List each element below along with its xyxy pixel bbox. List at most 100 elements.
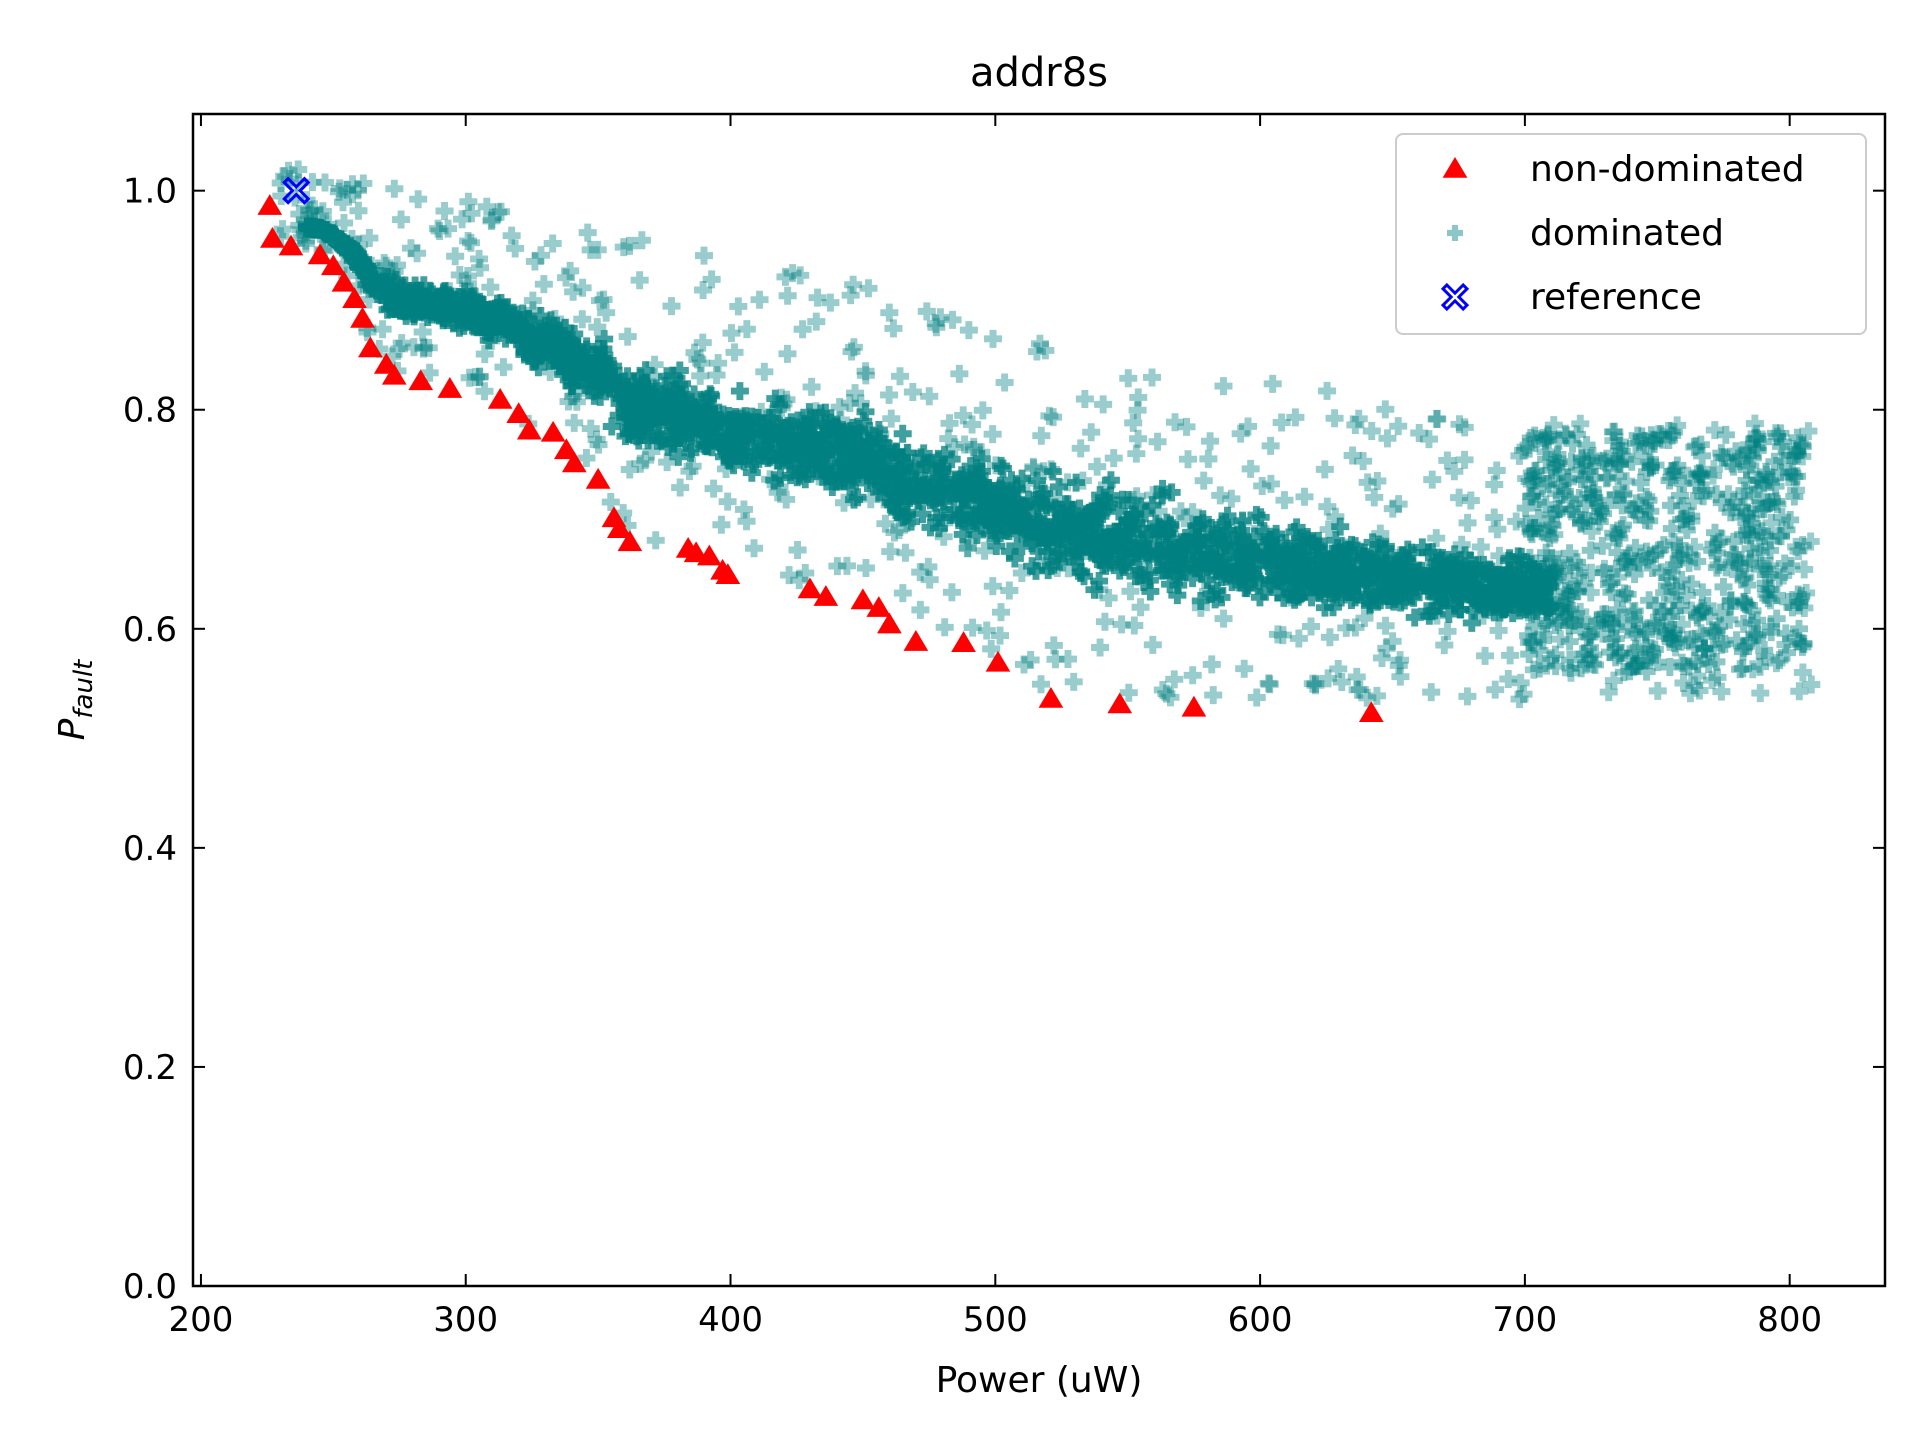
dominated-point xyxy=(1278,550,1297,569)
dominated-point xyxy=(665,401,684,420)
dominated-point xyxy=(1104,449,1123,468)
dominated-point xyxy=(1250,588,1269,607)
dominated-point xyxy=(1287,518,1306,537)
dominated-point xyxy=(1377,583,1396,602)
dominated-point xyxy=(1173,554,1192,573)
dominated-point xyxy=(597,303,616,322)
dominated-point xyxy=(1009,514,1028,533)
dominated-point xyxy=(1721,503,1740,522)
dominated-point xyxy=(1767,609,1786,628)
dominated-point xyxy=(1425,557,1444,576)
dominated-point xyxy=(1183,569,1202,588)
dominated-point xyxy=(790,571,809,590)
dominated-point xyxy=(838,422,857,441)
dominated-point xyxy=(1042,551,1061,570)
dominated-point xyxy=(963,511,982,530)
dominated-point xyxy=(371,267,390,286)
dominated-point xyxy=(458,267,477,286)
dominated-point xyxy=(1527,461,1546,480)
dominated-point xyxy=(1793,437,1812,456)
dominated-point xyxy=(290,205,309,224)
dominated-point xyxy=(1274,588,1293,607)
dominated-point xyxy=(698,437,717,456)
dominated-point xyxy=(359,280,378,299)
dominated-point xyxy=(1767,586,1786,605)
dominated-point xyxy=(1442,580,1461,599)
dominated-point xyxy=(1788,428,1807,447)
dominated-point xyxy=(1329,569,1348,588)
dominated-point xyxy=(792,422,811,441)
dominated-point xyxy=(1291,568,1310,587)
dominated-point xyxy=(1651,425,1670,444)
dominated-point xyxy=(975,541,994,560)
dominated-point xyxy=(1594,504,1613,523)
dominated-point xyxy=(1183,541,1202,560)
dominated-point xyxy=(1369,545,1388,564)
dominated-point xyxy=(1434,588,1453,607)
dominated-point xyxy=(1571,461,1590,480)
dominated-point xyxy=(1556,582,1575,601)
dominated-point xyxy=(1139,546,1158,565)
dominated-point xyxy=(1695,639,1714,658)
legend: non-dominated dominated reference xyxy=(1395,133,1867,335)
dominated-point xyxy=(295,225,314,244)
dominated-point xyxy=(502,226,521,245)
dominated-point xyxy=(1521,428,1540,447)
dominated-point xyxy=(1597,469,1616,488)
dominated-point xyxy=(830,398,849,417)
dominated-point xyxy=(1036,528,1055,547)
dominated-point xyxy=(1646,596,1665,615)
dominated-point xyxy=(1309,570,1328,589)
dominated-point xyxy=(955,435,974,454)
dominated-point xyxy=(1128,401,1147,420)
dominated-point xyxy=(1664,624,1683,643)
dominated-point xyxy=(1143,368,1162,387)
dominated-point xyxy=(719,407,738,426)
dominated-point xyxy=(685,343,704,362)
dominated-point xyxy=(1165,670,1184,689)
non-dominated-point xyxy=(516,418,542,440)
dominated-point xyxy=(856,402,875,421)
dominated-point xyxy=(427,301,446,320)
dominated-point xyxy=(1560,571,1579,590)
dominated-point xyxy=(1516,438,1535,457)
dominated-point xyxy=(723,433,742,452)
dominated-point xyxy=(752,402,771,421)
non-dominated-point xyxy=(342,287,367,309)
dominated-point xyxy=(1302,568,1321,587)
dominated-point xyxy=(392,300,411,319)
dominated-point xyxy=(1375,570,1394,589)
dominated-point xyxy=(478,301,497,320)
dominated-point xyxy=(1606,638,1625,657)
dominated-point xyxy=(1690,463,1709,482)
dominated-point xyxy=(1534,625,1553,644)
dominated-point xyxy=(296,234,315,253)
dominated-point xyxy=(1795,560,1814,579)
dominated-point xyxy=(319,215,338,234)
dominated-point xyxy=(911,563,930,582)
dominated-point xyxy=(1091,531,1110,550)
dominated-point xyxy=(1254,522,1273,541)
dominated-point xyxy=(1537,543,1556,562)
legend-x xyxy=(1440,282,1470,312)
dominated-point xyxy=(392,298,411,317)
dominated-point xyxy=(993,493,1012,512)
dominated-point xyxy=(1530,659,1549,678)
dominated-point xyxy=(1525,617,1544,636)
dominated-point xyxy=(1639,491,1658,510)
dominated-point xyxy=(1645,432,1664,451)
dominated-point xyxy=(1067,473,1086,492)
dominated-point xyxy=(1395,573,1414,592)
non-dominated-point xyxy=(903,630,929,651)
dominated-point xyxy=(1666,638,1685,657)
dominated-point xyxy=(297,215,316,234)
y-tick-label: 0.6 xyxy=(123,610,177,650)
dominated-point xyxy=(1239,417,1258,436)
dominated-point xyxy=(349,235,368,254)
dominated-point xyxy=(1546,616,1565,635)
dominated-point xyxy=(939,429,958,448)
dominated-point xyxy=(776,429,795,448)
dominated-point xyxy=(1358,473,1377,492)
dominated-point xyxy=(1793,536,1812,555)
dominated-point xyxy=(1662,468,1681,487)
